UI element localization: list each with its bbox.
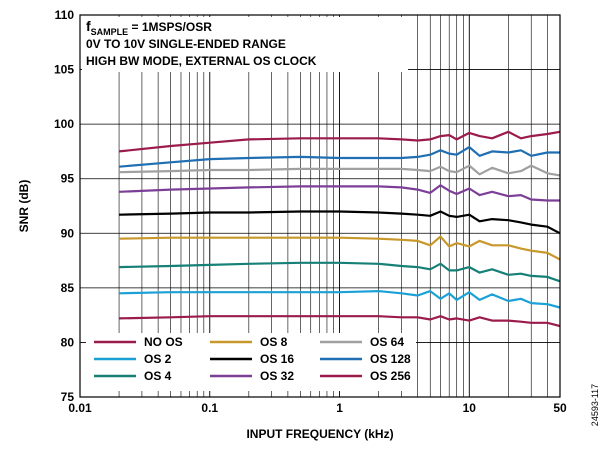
legend-label: OS 16 xyxy=(260,352,294,366)
y-axis-title: SNR (dB) xyxy=(17,180,31,233)
legend-label: OS 256 xyxy=(370,369,411,383)
annotation-background xyxy=(82,17,408,72)
annotation-line-2: 0V TO 10V SINGLE-ENDED RANGE xyxy=(86,37,286,51)
series-lines xyxy=(118,130,561,328)
legend-label: NO OS xyxy=(144,335,183,349)
annotation-f-subscript: SAMPLE xyxy=(91,27,129,37)
series-line-os-64 xyxy=(119,164,561,177)
series-line-os-2 xyxy=(119,290,561,309)
x-tick-label: 0.01 xyxy=(68,401,92,415)
x-tick-label: 50 xyxy=(553,401,567,415)
y-tick-label: 85 xyxy=(61,281,75,295)
legend: NO OS OS 2 OS 4 OS 8 OS 16 OS 32 OS 64 OS 128 OS… xyxy=(86,333,416,391)
y-tick-label: 95 xyxy=(61,172,75,186)
x-tick-label: 10 xyxy=(463,401,477,415)
plot-frame xyxy=(79,14,561,398)
y-tick-label: 80 xyxy=(61,335,75,349)
x-axis-title: INPUT FREQUENCY (kHz) xyxy=(246,427,393,441)
series-line-os-16 xyxy=(119,210,561,235)
series-line-os-8 xyxy=(119,235,561,261)
legend-label: OS 32 xyxy=(260,369,294,383)
x-tick-label: 1 xyxy=(336,401,343,415)
series-line-os-32 xyxy=(119,184,560,202)
y-tick-label: 105 xyxy=(54,63,74,77)
legend-label: OS 8 xyxy=(260,335,288,349)
legend-label: OS 128 xyxy=(370,352,411,366)
x-tick-label: 0.1 xyxy=(201,401,218,415)
y-tick-label: 110 xyxy=(55,8,75,22)
legend-label: OS 64 xyxy=(370,335,404,349)
annotation-line-3: HIGH BW MODE, EXTERNAL OS CLOCK xyxy=(86,54,317,68)
annotation-line-1: fSAMPLE = 1MSPS/OSR xyxy=(86,18,212,37)
annotation-box xyxy=(82,17,408,72)
annotation-f-suffix: = 1MSPS/OSR xyxy=(128,20,212,34)
annotation-f-prefix: f xyxy=(86,18,91,34)
y-tick-label: 75 xyxy=(61,390,75,404)
y-tick-label: 100 xyxy=(54,117,74,131)
legend-label: OS 4 xyxy=(144,369,172,383)
legend-label: OS 2 xyxy=(144,352,172,366)
series-line-os-4 xyxy=(119,261,561,283)
series-line-no-os xyxy=(119,315,561,328)
series-line-os-256 xyxy=(118,130,561,153)
series-line-os-128 xyxy=(119,146,560,168)
figure-id: 24593-117 xyxy=(590,384,600,426)
y-tick-label: 90 xyxy=(61,226,75,240)
